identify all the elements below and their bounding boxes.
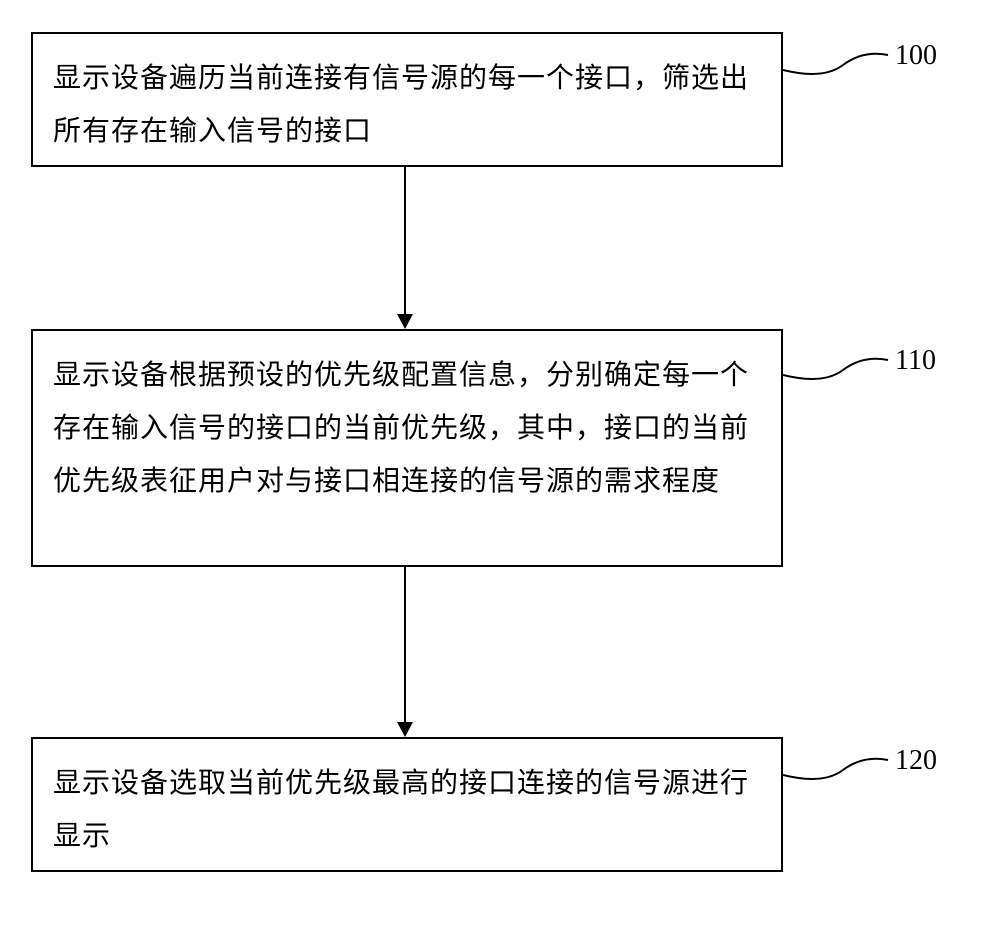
flowchart-container: 显示设备遍历当前连接有信号源的每一个接口，筛选出所有存在输入信号的接口 100 … — [0, 0, 1000, 944]
connector-curve-1 — [783, 40, 893, 90]
step-box-3: 显示设备选取当前优先级最高的接口连接的信号源进行显示 — [31, 737, 783, 872]
connector-curve-2 — [783, 345, 893, 395]
step-3-label: 120 — [895, 745, 937, 777]
step-1-label: 100 — [895, 40, 937, 72]
arrow-2-head — [397, 722, 413, 737]
step-1-text: 显示设备遍历当前连接有信号源的每一个接口，筛选出所有存在输入信号的接口 — [53, 63, 749, 147]
step-box-1: 显示设备遍历当前连接有信号源的每一个接口，筛选出所有存在输入信号的接口 — [31, 32, 783, 167]
step-2-label: 110 — [895, 345, 936, 377]
step-2-text: 显示设备根据预设的优先级配置信息，分别确定每一个存在输入信号的接口的当前优先级，… — [53, 360, 749, 497]
arrow-2-line — [404, 567, 406, 722]
arrow-1-line — [404, 167, 406, 315]
connector-curve-3 — [783, 745, 893, 795]
step-3-text: 显示设备选取当前优先级最高的接口连接的信号源进行显示 — [53, 768, 749, 852]
step-box-2: 显示设备根据预设的优先级配置信息，分别确定每一个存在输入信号的接口的当前优先级，… — [31, 329, 783, 567]
arrow-1-head — [397, 314, 413, 329]
